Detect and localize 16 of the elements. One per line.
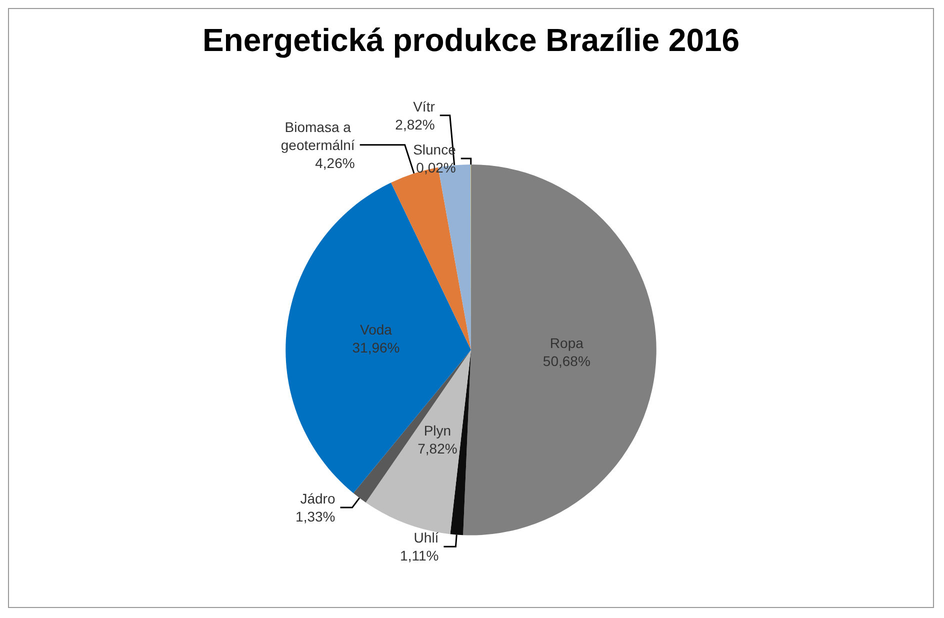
data-label: 4,26% — [315, 154, 355, 171]
slice-label: Voda — [360, 321, 392, 338]
slice-label: Uhlí — [414, 530, 439, 546]
data-label: 0,02% — [416, 159, 456, 176]
slice-label: Ropa — [550, 334, 584, 351]
data-label: 1,33% — [296, 508, 336, 525]
data-label: 2,82% — [395, 116, 435, 132]
slice-label: Jádro — [300, 490, 336, 507]
slice-label: Vítr — [413, 98, 436, 114]
slice-label: Plyn — [424, 422, 452, 438]
data-label: 50,68% — [542, 352, 590, 369]
slice-label: Biomasa a geotermální — [280, 118, 355, 153]
chart-title: Energetická produkce Brazílie 2016 — [202, 22, 740, 58]
data-label: 7,82% — [418, 440, 458, 456]
data-label: 1,11% — [400, 548, 439, 564]
data-label: 31,96% — [352, 339, 400, 356]
